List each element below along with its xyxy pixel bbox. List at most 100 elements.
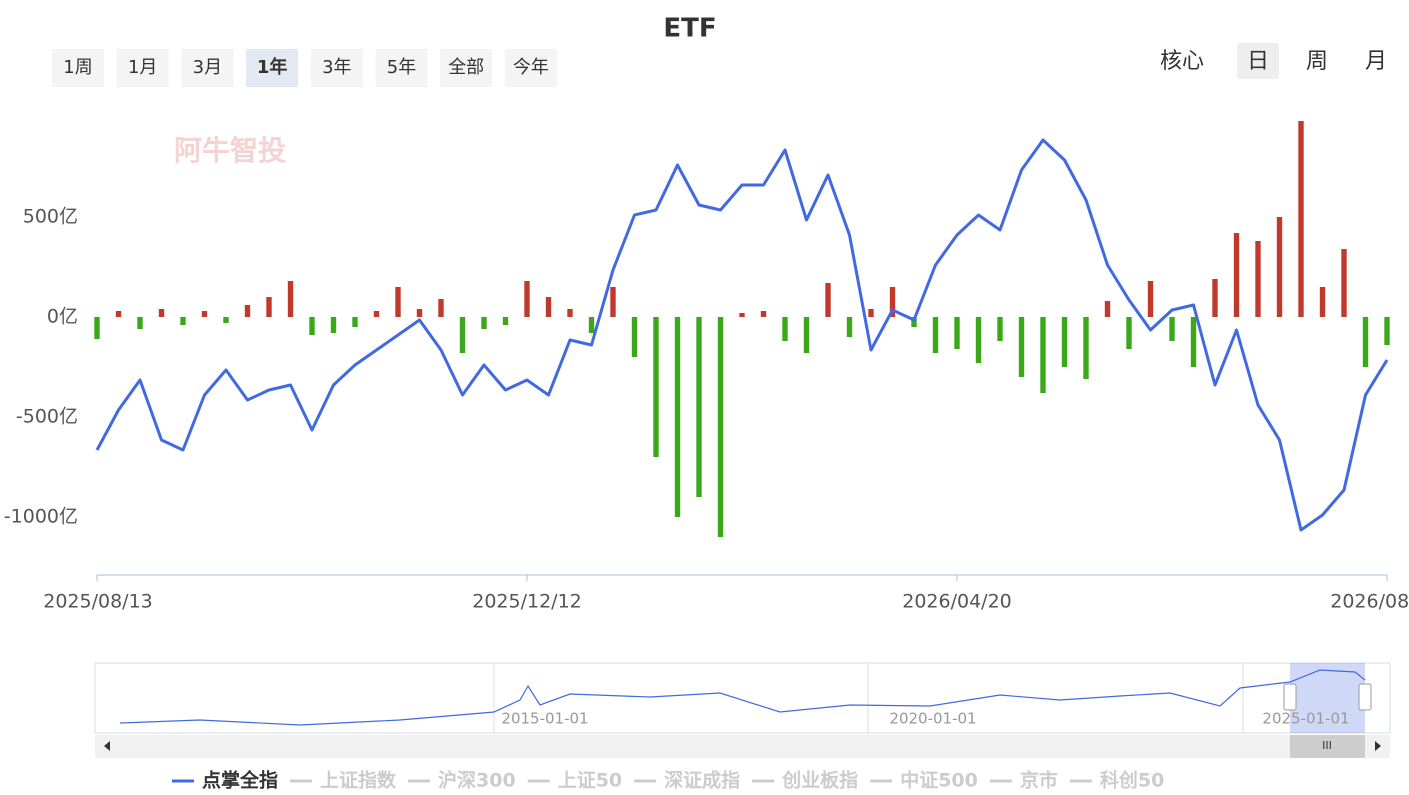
legend-label[interactable]: 中证500 <box>900 769 978 792</box>
bar <box>1061 317 1068 367</box>
navigator-handle[interactable] <box>1358 683 1372 711</box>
bar <box>1190 317 1197 367</box>
bar <box>567 309 573 317</box>
bar <box>1212 279 1218 317</box>
bar <box>395 287 401 317</box>
range-button[interactable] <box>181 49 234 87</box>
bar <box>309 317 315 335</box>
bar <box>975 317 982 363</box>
bar <box>1384 317 1390 345</box>
legend-label[interactable]: 京市 <box>1020 769 1058 792</box>
legend-label[interactable]: 深证成指 <box>664 769 740 792</box>
range-label: 3月 <box>193 57 222 78</box>
navigator <box>94 662 1391 734</box>
range-button[interactable] <box>52 49 104 87</box>
period-label[interactable]: 日 <box>1247 49 1269 74</box>
bar <box>1276 217 1283 317</box>
scrollbar-grip: III <box>1322 739 1332 752</box>
bar <box>1083 317 1089 379</box>
bar <box>954 317 960 349</box>
bar <box>631 317 638 357</box>
bar <box>502 317 509 325</box>
bar <box>1040 317 1046 393</box>
range-button[interactable] <box>504 49 557 87</box>
legend-label[interactable]: 创业板指 <box>781 769 858 792</box>
x-tick-label: 2025/08/13 <box>43 591 153 613</box>
scrollbar-thumb[interactable] <box>1290 735 1365 758</box>
bar <box>545 297 552 317</box>
bar <box>760 311 767 317</box>
scroll-right[interactable] <box>1375 741 1381 751</box>
bar <box>94 317 100 339</box>
bar <box>158 309 165 317</box>
bar <box>352 317 358 327</box>
bar <box>803 317 810 353</box>
bar <box>330 317 337 333</box>
period-label[interactable]: 周 <box>1306 49 1328 74</box>
legend-label[interactable]: 上证50 <box>558 770 622 792</box>
navigator-window[interactable] <box>1290 663 1365 733</box>
bar <box>180 317 186 325</box>
legend-label[interactable]: 沪深300 <box>438 769 516 792</box>
bar <box>1233 233 1240 317</box>
range-label: 1年 <box>257 56 288 78</box>
bar <box>825 283 831 317</box>
bar <box>739 313 745 317</box>
bar <box>244 305 251 317</box>
line <box>95 138 1389 532</box>
bar <box>782 317 788 341</box>
legend-label[interactable]: 上证指数 <box>320 769 397 792</box>
legend-label[interactable]: 科创50 <box>1100 769 1164 792</box>
bar <box>653 317 659 457</box>
period-label[interactable]: 月 <box>1365 49 1387 74</box>
range-button[interactable] <box>310 49 363 87</box>
bar <box>481 317 487 329</box>
bar <box>438 299 444 317</box>
bar <box>1341 249 1347 317</box>
bar <box>674 317 681 517</box>
bar <box>889 287 896 317</box>
bar <box>524 281 530 317</box>
navigator-label: 2015-01-01 <box>501 710 588 728</box>
navigator-line <box>119 669 1366 726</box>
bar <box>1169 317 1175 341</box>
chart-title: ETF <box>663 14 716 44</box>
bar <box>1104 301 1111 317</box>
period-label[interactable]: 核心 <box>1160 49 1204 74</box>
bar <box>911 317 917 327</box>
navigator-label: 2025-01-01 <box>1262 710 1349 728</box>
range-label: 1月 <box>128 57 157 78</box>
navigator-label: 2020-01-01 <box>889 710 976 728</box>
watermark: 阿牛智投 <box>174 134 286 167</box>
legend-label[interactable]: 点掌全指 <box>202 769 278 792</box>
scroll-left[interactable] <box>104 741 110 751</box>
y-tick-label: 0亿 <box>47 306 78 328</box>
bar <box>846 317 853 337</box>
bar <box>287 281 294 317</box>
range-label: 1周 <box>63 57 92 78</box>
bar <box>1255 241 1261 317</box>
y-tick-label: -1000亿 <box>4 506 78 528</box>
bar <box>115 311 122 317</box>
bar <box>201 311 208 317</box>
bar <box>932 317 939 353</box>
range-label: 3年 <box>322 57 351 78</box>
range-button[interactable] <box>116 49 169 87</box>
bar <box>416 309 423 317</box>
bar <box>997 317 1003 341</box>
bar <box>696 317 702 497</box>
bar <box>1319 287 1326 317</box>
bar <box>459 317 466 353</box>
navigator-handle[interactable] <box>1283 683 1297 711</box>
x-tick-label: 2025/12/12 <box>472 591 582 613</box>
range-button[interactable] <box>246 49 299 87</box>
bar <box>1018 317 1025 377</box>
x-tick-label: 2026/04/20 <box>902 591 1012 613</box>
bar <box>1298 121 1304 317</box>
range-button[interactable] <box>375 49 428 87</box>
bar <box>717 317 724 537</box>
period-button-bg[interactable] <box>1237 43 1279 79</box>
range-button[interactable] <box>440 49 493 87</box>
bar <box>610 287 616 317</box>
